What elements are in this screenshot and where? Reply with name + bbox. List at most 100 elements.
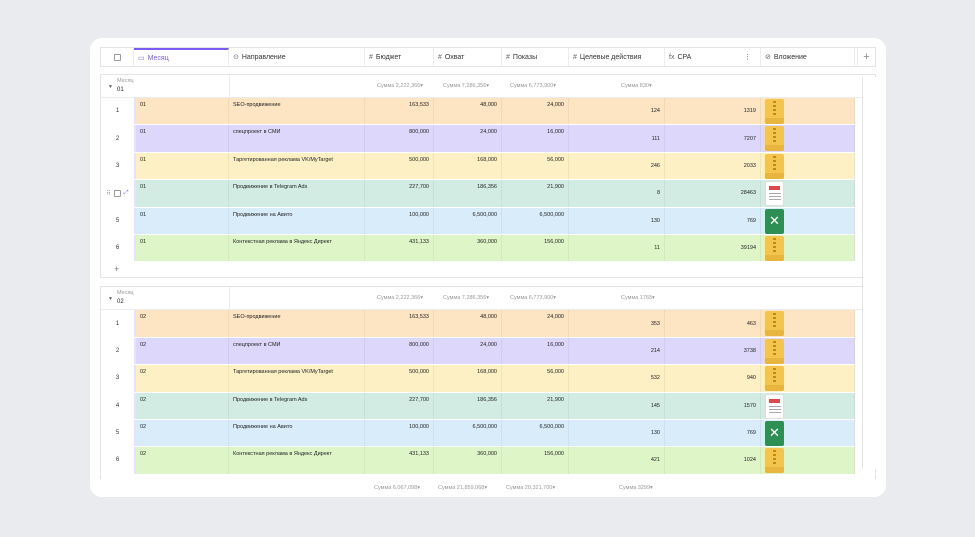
cell-dir[interactable]: SEO-продвижение: [229, 98, 365, 125]
column-header-6[interactable]: # Целевые действия: [569, 48, 665, 66]
cell-actions[interactable]: 145: [569, 392, 665, 419]
cell-reach[interactable]: 24,000: [434, 337, 502, 365]
cell-budget[interactable]: 500,000: [365, 365, 434, 392]
cell-attachment[interactable]: [761, 180, 855, 207]
drag-handle-icon[interactable]: ⠿: [106, 190, 111, 197]
cell-shows[interactable]: 156,000: [502, 447, 569, 474]
column-header-8[interactable]: ⊘ Вложение: [761, 48, 855, 66]
cell-budget[interactable]: 227,700: [365, 392, 434, 419]
cell-dir[interactable]: спецпроект в СМИ: [229, 125, 365, 152]
excel-file-icon[interactable]: ✕: [765, 208, 784, 234]
cell-cpa[interactable]: 1319: [665, 98, 761, 125]
cell-actions[interactable]: 11: [569, 234, 665, 262]
cell-budget[interactable]: 100,000: [365, 419, 434, 447]
cell-reach[interactable]: 168,000: [434, 152, 502, 180]
cell-dir[interactable]: Контекстная реклама в Яндекс Директ: [229, 234, 365, 262]
cell-actions[interactable]: 124: [569, 98, 665, 125]
select-all-checkbox[interactable]: [101, 48, 134, 66]
cell-budget[interactable]: 431,133: [365, 234, 434, 262]
table-row[interactable]: ⠿ ⤢ 01 Продвижение в Telegram Ads 227,700 186…: [101, 180, 875, 208]
cell-shows[interactable]: 16,000: [502, 337, 569, 365]
group-header[interactable]: ▼ Месяц 01 Сумма 2,222,366▾ Сумма 7,286,356▾…: [101, 75, 875, 98]
cell-cpa[interactable]: 769: [665, 419, 761, 447]
table-row[interactable]: 5 02 Продвижение на Авито 100,000 6,500,000 6…: [101, 419, 875, 448]
cell-cpa[interactable]: 3738: [665, 337, 761, 365]
cell-reach[interactable]: 48,000: [434, 310, 502, 337]
cell-attachment[interactable]: [761, 392, 855, 419]
cell-budget[interactable]: 500,000: [365, 152, 434, 180]
collapse-toggle-icon[interactable]: ▼: [108, 296, 113, 303]
cell-dir[interactable]: Продвижение в Telegram Ads: [229, 180, 365, 207]
group-header[interactable]: ▼ Месяц 02 Сумма 2,222,366▾ Сумма 7,286,356▾…: [101, 287, 875, 311]
cell-month[interactable]: 02: [134, 365, 229, 392]
cell-shows[interactable]: 56,000: [502, 365, 569, 392]
cell-attachment[interactable]: [761, 337, 855, 365]
cell-actions[interactable]: 111: [569, 125, 665, 152]
zip-file-icon[interactable]: [765, 235, 784, 261]
cell-shows[interactable]: 156,000: [502, 234, 569, 262]
cell-cpa[interactable]: 940: [665, 365, 761, 392]
cell-dir[interactable]: Продвижение в Telegram Ads: [229, 392, 365, 419]
cell-shows[interactable]: 6,500,000: [502, 419, 569, 447]
table-row[interactable]: 1 01 SEO-продвижение 163,533 48,000 24,000 124…: [101, 98, 875, 126]
cell-month[interactable]: 02: [134, 447, 229, 474]
cell-reach[interactable]: 360,000: [434, 447, 502, 474]
cell-reach[interactable]: 186,356: [434, 392, 502, 419]
zip-file-icon[interactable]: [765, 448, 784, 474]
column-header-7[interactable]: fx CPA ⋮: [665, 48, 761, 66]
cell-cpa[interactable]: 2033: [665, 152, 761, 180]
cell-attachment[interactable]: [761, 447, 855, 474]
cell-shows[interactable]: 56,000: [502, 152, 569, 180]
table-row[interactable]: 6 01 Контекстная реклама в Яндекс Директ 43…: [101, 234, 875, 263]
add-column-button[interactable]: +: [857, 48, 875, 66]
cell-month[interactable]: 02: [134, 392, 229, 419]
cell-attachment[interactable]: [761, 234, 855, 262]
column-header-2[interactable]: ⊙ Направление: [229, 48, 365, 66]
cell-budget[interactable]: 800,000: [365, 125, 434, 152]
cell-reach[interactable]: 24,000: [434, 125, 502, 152]
cell-month[interactable]: 01: [134, 234, 229, 262]
more-options-icon[interactable]: ⋮: [744, 54, 751, 61]
add-row-plus-icon[interactable]: +: [114, 477, 119, 481]
cell-shows[interactable]: 24,000: [502, 310, 569, 337]
table-row[interactable]: 6 02 Контекстная реклама в Яндекс Директ 43…: [101, 447, 875, 475]
cell-attachment[interactable]: [761, 152, 855, 180]
cell-shows[interactable]: 21,900: [502, 180, 569, 207]
cell-cpa[interactable]: 39194: [665, 234, 761, 262]
cell-budget[interactable]: 163,533: [365, 98, 434, 125]
column-header-3[interactable]: # Бюджет: [365, 48, 434, 66]
add-row-button[interactable]: +: [101, 262, 875, 279]
cell-cpa[interactable]: 7207: [665, 125, 761, 152]
cell-reach[interactable]: 360,000: [434, 234, 502, 262]
pdf-file-icon[interactable]: [765, 393, 784, 419]
zip-file-icon[interactable]: [765, 311, 784, 337]
cell-budget[interactable]: 163,533: [365, 310, 434, 337]
cell-cpa[interactable]: 769: [665, 207, 761, 234]
table-row[interactable]: 3 01 Таргетированная реклама VK/MyTarget 50…: [101, 152, 875, 181]
cell-month[interactable]: 01: [134, 152, 229, 180]
cell-attachment[interactable]: ✕: [761, 207, 855, 234]
pdf-file-icon[interactable]: [765, 181, 784, 207]
zip-file-icon[interactable]: [765, 366, 784, 392]
cell-actions[interactable]: 130: [569, 419, 665, 447]
cell-cpa[interactable]: 463: [665, 310, 761, 337]
cell-shows[interactable]: 6,500,000: [502, 207, 569, 234]
cell-budget[interactable]: 431,133: [365, 447, 434, 474]
cell-cpa[interactable]: 1570: [665, 392, 761, 419]
zip-file-icon[interactable]: [765, 153, 784, 179]
cell-actions[interactable]: 353: [569, 310, 665, 337]
cell-reach[interactable]: 48,000: [434, 98, 502, 125]
table-row[interactable]: 4 02 Продвижение в Telegram Ads 227,700 186,…: [101, 392, 875, 420]
cell-attachment[interactable]: [761, 125, 855, 152]
cell-attachment[interactable]: [761, 365, 855, 392]
table-row[interactable]: 2 02 спецпроект в СМИ 800,000 24,000 16,000 21…: [101, 337, 875, 366]
cell-budget[interactable]: 100,000: [365, 207, 434, 234]
cell-month[interactable]: 01: [134, 98, 229, 125]
zip-file-icon[interactable]: [765, 99, 784, 124]
cell-dir[interactable]: Продвижение на Авито: [229, 207, 365, 234]
cell-month[interactable]: 01: [134, 125, 229, 152]
cell-actions[interactable]: 8: [569, 180, 665, 207]
cell-reach[interactable]: 186,356: [434, 180, 502, 207]
zip-file-icon[interactable]: [765, 126, 784, 152]
cell-reach[interactable]: 168,000: [434, 365, 502, 392]
